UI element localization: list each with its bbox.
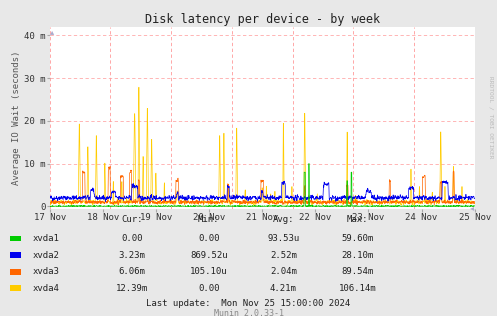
Text: 0.00: 0.00 (121, 234, 143, 243)
Text: 6.06m: 6.06m (118, 267, 145, 276)
Text: 106.14m: 106.14m (339, 284, 377, 293)
Text: ▴: ▴ (50, 27, 54, 36)
Text: RRDTOOL / TOBI OETIKER: RRDTOOL / TOBI OETIKER (488, 76, 493, 158)
Text: xvda2: xvda2 (32, 251, 59, 260)
Text: Avg:: Avg: (272, 215, 294, 224)
Text: 869.52u: 869.52u (190, 251, 228, 260)
Text: 3.23m: 3.23m (118, 251, 145, 260)
Text: 28.10m: 28.10m (342, 251, 374, 260)
Text: 0.00: 0.00 (198, 234, 220, 243)
Text: 2.52m: 2.52m (270, 251, 297, 260)
Text: 89.54m: 89.54m (342, 267, 374, 276)
Text: Last update:  Mon Nov 25 15:00:00 2024: Last update: Mon Nov 25 15:00:00 2024 (147, 300, 350, 308)
Text: xvda4: xvda4 (32, 284, 59, 293)
Text: 59.60m: 59.60m (342, 234, 374, 243)
Text: 12.39m: 12.39m (116, 284, 148, 293)
Text: 2.04m: 2.04m (270, 267, 297, 276)
Text: ◂: ◂ (470, 203, 475, 212)
Title: Disk latency per device - by week: Disk latency per device - by week (145, 13, 380, 26)
Y-axis label: Average IO Wait (seconds): Average IO Wait (seconds) (12, 51, 21, 185)
Text: 105.10u: 105.10u (190, 267, 228, 276)
Text: Min:: Min: (198, 215, 220, 224)
Text: 93.53u: 93.53u (267, 234, 299, 243)
Text: 4.21m: 4.21m (270, 284, 297, 293)
Text: xvda3: xvda3 (32, 267, 59, 276)
Text: 0.00: 0.00 (198, 284, 220, 293)
Text: xvda1: xvda1 (32, 234, 59, 243)
Text: Cur:: Cur: (121, 215, 143, 224)
Text: Munin 2.0.33-1: Munin 2.0.33-1 (214, 309, 283, 316)
Text: Max:: Max: (347, 215, 369, 224)
